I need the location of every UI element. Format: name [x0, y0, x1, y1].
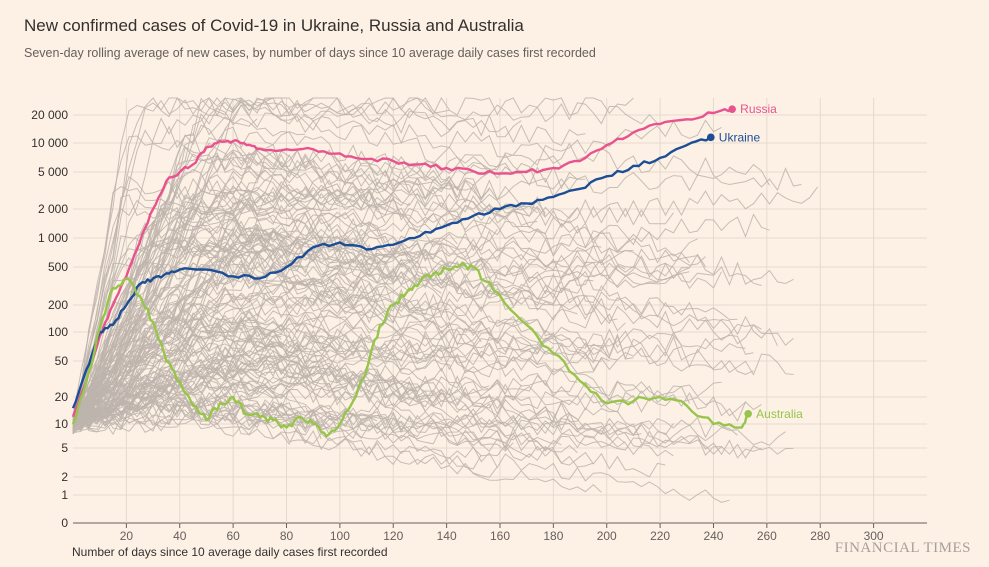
country-line — [72, 354, 314, 427]
country-line — [72, 174, 386, 414]
y-tick-label: 1 — [61, 488, 68, 502]
country-line — [72, 334, 610, 429]
highlighted-series: Russia Ukraine Australia — [71, 102, 803, 438]
country-line — [72, 171, 490, 418]
country-line — [72, 251, 634, 428]
country-line — [72, 233, 634, 432]
country-line — [72, 259, 466, 418]
x-tick-label: 260 — [757, 529, 777, 543]
x-tick-label: 120 — [383, 529, 403, 543]
country-line — [72, 376, 738, 439]
other-countries-lines — [72, 96, 819, 503]
country-line — [72, 263, 482, 417]
country-line — [72, 295, 378, 423]
country-line — [72, 238, 322, 429]
x-tick-label: 160 — [490, 529, 510, 543]
country-line — [72, 354, 634, 430]
country-line — [72, 391, 418, 440]
y-tick-label: 50 — [55, 354, 69, 368]
x-tick-label: 280 — [810, 529, 830, 543]
y-tick-label: 5 — [61, 441, 68, 455]
y-tick-label: 10 — [55, 417, 69, 431]
x-tick-label: 20 — [120, 529, 134, 543]
x-axis: 20 40 60 80 100 120 140 160 180 200 220 240 260 280 30… — [120, 523, 884, 543]
country-line — [72, 189, 378, 434]
x-tick-label: 60 — [226, 529, 240, 543]
country-line — [72, 150, 266, 430]
chart-title: New confirmed cases of Covid-19 in Ukrai… — [24, 16, 524, 35]
country-line — [72, 147, 402, 426]
country-line — [72, 206, 394, 431]
country-line — [72, 407, 402, 432]
x-tick-label: 180 — [543, 529, 563, 543]
country-line — [72, 399, 674, 436]
country-line — [72, 309, 330, 421]
country-line — [72, 218, 506, 420]
country-line — [72, 238, 738, 433]
country-line — [72, 256, 530, 420]
series-endpoint-russia — [728, 105, 736, 113]
series-label-russia: Russia — [740, 102, 777, 116]
y-tick-label: 2 000 — [38, 202, 68, 216]
country-line — [72, 246, 554, 425]
country-line — [72, 332, 578, 422]
series-label-australia: Australia — [756, 407, 803, 421]
x-tick-label: 300 — [864, 529, 884, 543]
country-line — [72, 321, 602, 431]
country-line — [72, 279, 594, 429]
y-tick-label: 2 — [61, 470, 68, 484]
country-line — [72, 135, 290, 416]
country-line — [72, 97, 658, 424]
y-tick-label: 20 000 — [31, 108, 68, 122]
country-line — [72, 411, 794, 459]
x-tick-label: 80 — [280, 529, 294, 543]
country-line — [72, 107, 546, 426]
country-line — [72, 350, 426, 427]
country-line — [72, 270, 722, 430]
country-line — [72, 316, 282, 434]
y-tick-label: 5 000 — [38, 165, 68, 179]
chart-subtitle: Seven-day rolling average of new cases, … — [24, 46, 596, 60]
series-endpoint-australia — [744, 409, 752, 418]
series-line-russia — [71, 107, 733, 418]
country-line — [72, 236, 410, 434]
country-line — [72, 234, 706, 424]
country-line — [72, 252, 690, 423]
country-line — [72, 175, 386, 422]
y-tick-label: 100 — [48, 325, 68, 339]
y-tick-label: 500 — [48, 260, 68, 274]
y-tick-label: 20 — [55, 390, 69, 404]
y-tick-label: 1 000 — [38, 231, 68, 245]
country-line — [72, 392, 602, 493]
x-tick-label: 240 — [703, 529, 723, 543]
country-line — [72, 301, 762, 429]
country-line — [72, 200, 778, 423]
country-line — [72, 229, 498, 424]
y-tick-label: 10 000 — [31, 136, 68, 150]
country-line — [72, 289, 754, 424]
country-line — [72, 350, 626, 448]
country-line — [72, 333, 746, 431]
country-line — [72, 96, 802, 433]
x-tick-label: 220 — [650, 529, 670, 543]
x-tick-label: 40 — [173, 529, 187, 543]
country-line — [72, 257, 626, 424]
y-tick-label: 0 — [61, 516, 68, 530]
y-axis: 0 1 2 5 10 20 50 100 200 500 1 000 2 000 5 000 10 000… — [31, 108, 68, 530]
country-line — [72, 219, 290, 426]
country-line — [72, 413, 482, 470]
country-line — [72, 186, 819, 430]
series-label-ukraine: Ukraine — [719, 130, 761, 144]
x-tick-label: 140 — [437, 529, 457, 543]
series-line-australia — [71, 261, 750, 438]
x-tick-label: 100 — [330, 529, 350, 543]
series-endpoint-ukraine — [707, 133, 715, 142]
country-line — [72, 168, 314, 415]
country-line — [72, 310, 554, 424]
x-axis-title: Number of days since 10 average daily ca… — [72, 545, 388, 559]
source-logo: FINANCIAL TIMES — [834, 540, 971, 556]
x-tick-label: 200 — [597, 529, 617, 543]
y-tick-label: 200 — [48, 298, 68, 312]
